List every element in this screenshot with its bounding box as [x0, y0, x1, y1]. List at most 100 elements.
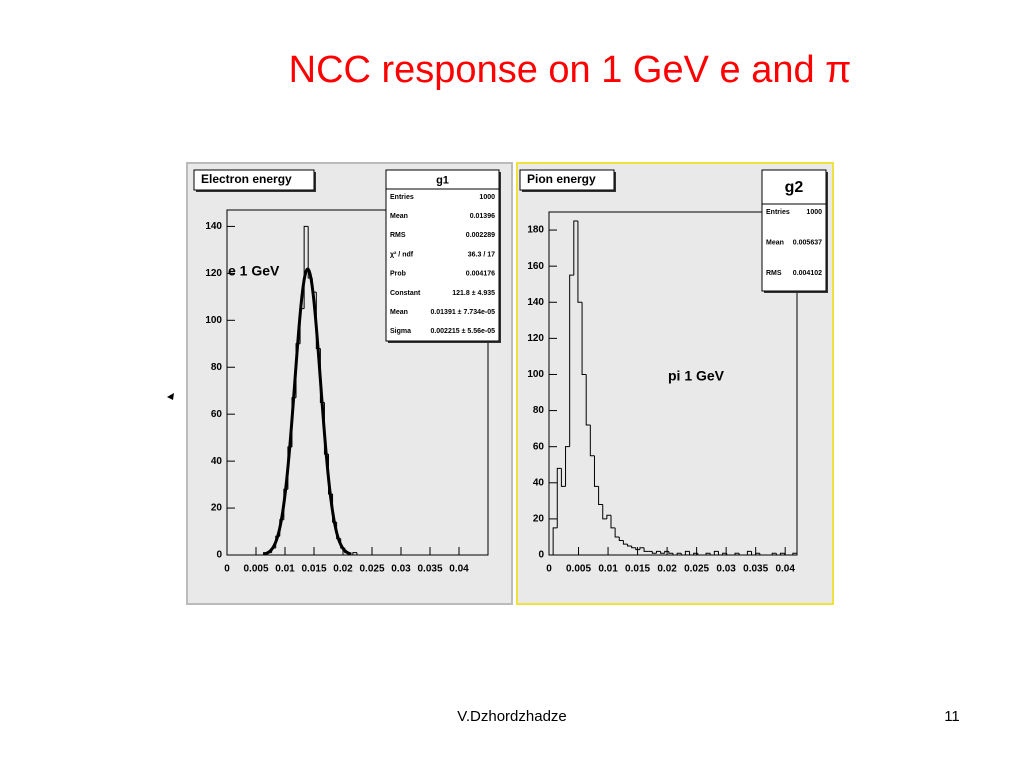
y-tick-label: 0 [538, 550, 544, 561]
histogram-bin [751, 551, 756, 556]
y-tick-label: 160 [527, 261, 544, 272]
stats-label: RMS [390, 232, 406, 239]
histogram-bin [693, 552, 698, 555]
histogram-bin [668, 551, 673, 554]
histogram-bin [784, 553, 789, 556]
y-tick-label: 120 [527, 333, 544, 344]
stats-value: 0.01391 ± 7.734e-05 [430, 309, 495, 316]
x-tick-label: 0.04 [449, 564, 469, 575]
x-tick-label: 0 [224, 564, 230, 575]
x-tick-label: 0.03 [391, 564, 411, 575]
stats-label: Constant [390, 290, 421, 297]
y-tick-label: 100 [205, 315, 222, 326]
histogram-bin [680, 553, 686, 556]
stats-label: Prob [390, 271, 406, 278]
histogram-bin [589, 425, 595, 457]
histogram-bin [664, 550, 669, 554]
histogram-bin [610, 515, 616, 529]
x-tick-label: 0.03 [716, 564, 736, 575]
histogram-bin [639, 547, 645, 550]
histogram-bin [569, 274, 574, 447]
histogram-bin [684, 550, 690, 555]
stats-value: 0.004176 [466, 271, 495, 278]
stats-label: Mean [390, 213, 408, 220]
x-tick-label: 0.02 [657, 564, 677, 575]
stats-box [385, 169, 500, 342]
histogram-bin [627, 544, 632, 547]
histogram-bin [660, 551, 665, 554]
x-tick-label: 0 [546, 564, 552, 575]
histogram-bin [755, 552, 760, 555]
y-tick-label: 100 [527, 369, 544, 380]
chart-title: Electron energy [201, 172, 292, 186]
histogram-bin [577, 221, 583, 303]
histogram-bin [573, 220, 578, 276]
y-tick-label: 0 [216, 550, 222, 561]
stats-label: Sigma [390, 328, 411, 335]
histogram-bin [676, 552, 682, 555]
histogram-bin [746, 550, 752, 555]
histogram-bin [631, 545, 636, 549]
y-tick-label: 80 [211, 362, 223, 373]
stats-value: 1000 [479, 194, 495, 201]
histogram-bin [356, 552, 361, 556]
stats-value: 0.005637 [793, 239, 822, 246]
histogram-bin [352, 552, 357, 555]
y-tick-label: 120 [205, 268, 222, 279]
stats-title: g1 [436, 174, 449, 186]
histogram-bin [775, 553, 781, 556]
histogram-bin [771, 552, 777, 555]
stats-value: 0.002289 [466, 232, 495, 239]
slide-title: NCC response on 1 GeV e and π [289, 49, 852, 91]
x-tick-label: 0.01 [598, 564, 618, 575]
histogram-bin [717, 551, 723, 556]
stats-value: 36.3 / 17 [468, 251, 495, 258]
y-tick-label: 180 [527, 225, 544, 236]
stats-label: χ² / ndf [390, 251, 414, 258]
y-tick-label: 140 [205, 221, 222, 232]
x-tick-label: 0.025 [359, 564, 384, 575]
histogram-bin [593, 455, 599, 487]
x-tick-label: 0.01 [275, 564, 295, 575]
stats-label: Mean [766, 239, 784, 246]
histogram-bin [622, 540, 628, 545]
x-tick-label: 0.035 [417, 564, 442, 575]
histogram-bin [581, 302, 587, 375]
y-tick-label: 40 [533, 477, 545, 488]
x-tick-label: 0.035 [743, 564, 768, 575]
histogram-bin [779, 552, 785, 555]
stats-value: 121.8 ± 4.935 [452, 290, 495, 297]
histogram-bin [635, 547, 640, 551]
histogram-bin [689, 551, 694, 556]
y-tick-label: 40 [211, 456, 223, 467]
x-tick-label: 0.005 [243, 564, 268, 575]
histogram-bin [565, 446, 570, 487]
x-tick-label: 0.025 [684, 564, 709, 575]
stats-label: Entries [766, 209, 790, 216]
histogram-bin [560, 468, 566, 487]
histogram-bin [722, 552, 727, 555]
title-box [519, 169, 615, 191]
arrow-icon [167, 393, 174, 400]
x-tick-label: 0.005 [566, 564, 591, 575]
author: V.Dzhordzhadze [457, 708, 567, 725]
annotation: e 1 GeV [228, 263, 280, 279]
chart-title: Pion energy [527, 172, 596, 186]
x-tick-label: 0.02 [333, 564, 353, 575]
histogram-bin [602, 504, 607, 520]
histogram-bin [552, 527, 558, 555]
title-box [193, 169, 315, 191]
y-tick-label: 20 [533, 514, 545, 525]
stats-label: RMS [766, 270, 782, 277]
histogram-bin [643, 547, 649, 552]
histogram-bin [598, 486, 603, 505]
x-tick-label: 0.015 [301, 564, 326, 575]
stats-title: g2 [785, 179, 804, 196]
y-tick-label: 60 [533, 441, 545, 452]
y-tick-label: 80 [533, 405, 545, 416]
histogram-bin [709, 553, 715, 556]
histogram-bin [726, 553, 731, 556]
histogram-bin [651, 551, 657, 554]
histogram-bin [672, 553, 678, 556]
